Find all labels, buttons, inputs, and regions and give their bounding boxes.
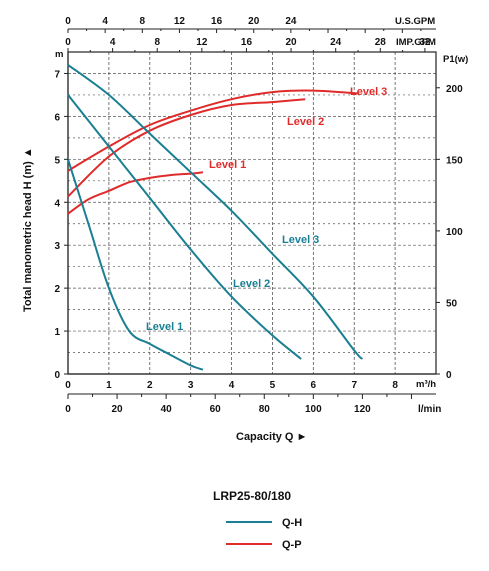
- curves: [67, 64, 364, 371]
- qp-curve-level-2: [67, 98, 306, 198]
- grid-lines: [67, 51, 437, 375]
- imp-gpm-tick-label: 28: [375, 37, 387, 48]
- plot-area: Level 1 Level 2 Level 3 Level 1 Level 2 Level…: [67, 51, 437, 375]
- head-tick-label: 3: [54, 241, 60, 252]
- legend-qh-label: Q-H: [282, 517, 302, 529]
- qh-label-level-1: Level 1: [146, 321, 183, 333]
- qp-curve-level-1: [67, 171, 204, 215]
- head-tick-label: 4: [54, 198, 60, 209]
- imp-gpm-tick-label: 8: [154, 37, 160, 48]
- qh-label-level-2: Level 2: [233, 278, 270, 290]
- head-tick-label: 7: [54, 69, 60, 80]
- lmin-tick-label: 120: [354, 404, 371, 415]
- left-axis: 0 1 2 3 4 5 6 7 m Total manometric head H (m) ▲: [22, 49, 68, 381]
- qh-curve-level-1: [67, 158, 204, 371]
- qh-label-level-3: Level 3: [282, 234, 319, 246]
- m3h-tick-label: 7: [351, 380, 357, 391]
- power-unit: P1(w): [443, 54, 468, 65]
- lmin-unit: l/min: [418, 404, 441, 415]
- imp-gpm-tick-label: 24: [330, 37, 342, 48]
- head-tick-label: 6: [54, 112, 60, 123]
- us-gpm-unit: U.S.GPM: [395, 16, 435, 27]
- qh-curve-level-2: [67, 94, 302, 360]
- us-gpm-tick-label: 12: [174, 16, 186, 27]
- m3h-tick-label: 0: [65, 380, 71, 391]
- legend: Q-H Q-P: [226, 517, 302, 551]
- m3h-ticks: 0 1 2 3 4 5 6 7 8: [65, 380, 436, 395]
- us-gpm-tick-label: 4: [102, 16, 108, 27]
- lmin-tick-label: 20: [112, 404, 124, 415]
- m3h-tick-label: 6: [311, 380, 317, 391]
- head-tick-label: 2: [54, 284, 60, 295]
- imp-gpm-unit: IMP.GPM: [396, 37, 436, 48]
- us-gpm-tick-label: 8: [140, 16, 146, 27]
- m3h-tick-label: 2: [147, 380, 153, 391]
- us-gpm-tick-label: 0: [65, 16, 71, 27]
- power-tick-label: 100: [446, 227, 463, 238]
- right-axis: 0 50 100 150 200 P1(w): [436, 54, 468, 381]
- x-axis-title: Capacity Q ►: [236, 431, 307, 443]
- m3h-tick-label: 8: [392, 380, 398, 391]
- qp-label-level-1: Level 1: [209, 159, 246, 171]
- us-gpm-tick-label: 16: [211, 16, 223, 27]
- us-gpm-tick-label: 24: [285, 16, 297, 27]
- qp-curve-level-3: [67, 89, 359, 172]
- power-ticks: 0 50 100 150 200: [436, 84, 463, 381]
- lmin-tick-label: 60: [210, 404, 222, 415]
- power-tick-label: 200: [446, 84, 463, 95]
- m3h-tick-label: 5: [270, 380, 276, 391]
- imp-gpm-tick-label: 16: [241, 37, 253, 48]
- head-tick-label: 0: [54, 370, 60, 381]
- head-tick-label: 5: [54, 155, 60, 166]
- qh-curve-level-3: [67, 64, 364, 360]
- imp-gpm-tick-label: 20: [286, 37, 298, 48]
- top-axis-us-gpm: 0 4 8 12 16 20 24 U.S.GPM: [65, 16, 436, 33]
- qp-label-level-3: Level 3: [350, 86, 387, 98]
- legend-qp-label: Q-P: [282, 539, 302, 551]
- lmin-tick-label: 0: [65, 404, 71, 415]
- power-tick-label: 150: [446, 155, 463, 166]
- m3h-tick-label: 4: [229, 380, 235, 391]
- plot-frame: [67, 51, 437, 375]
- m3h-tick-label: 1: [106, 380, 112, 391]
- m3h-tick-label: 3: [188, 380, 194, 391]
- top-axis-imp-gpm: 0 4 8 12 16 20 24 28 32 IMP.GPM: [65, 37, 436, 52]
- curve-labels: Level 1 Level 2 Level 3 Level 1 Level 2 Level…: [146, 86, 387, 333]
- y-axis-title-head: Total manometric head H (m) ▲: [22, 147, 34, 312]
- lmin-ticks: 0 20 40 60 80 100 120: [65, 394, 412, 415]
- head-ticks: 0 1 2 3 4 5 6 7: [54, 69, 68, 381]
- imp-gpm-tick-label: 4: [110, 37, 116, 48]
- head-unit: m: [55, 49, 63, 60]
- us-gpm-ticks: 0 4 8 12 16 20 24: [65, 16, 436, 33]
- m3h-unit: m³/h: [416, 379, 436, 390]
- us-gpm-tick-label: 20: [248, 16, 260, 27]
- power-tick-label: 50: [446, 298, 458, 309]
- lmin-tick-label: 80: [259, 404, 271, 415]
- imp-gpm-ticks: 0 4 8 12 16 20 24 28 32: [65, 37, 431, 52]
- imp-gpm-tick-label: 0: [65, 37, 71, 48]
- model-title: LRP25-80/180: [213, 489, 291, 503]
- head-tick-label: 1: [54, 327, 60, 338]
- lmin-tick-label: 40: [161, 404, 173, 415]
- lmin-tick-label: 100: [305, 404, 322, 415]
- bottom-axis-m3h: 0 1 2 3 4 5 6 7 8 m³/h: [65, 379, 436, 395]
- power-tick-label: 0: [446, 370, 452, 381]
- imp-gpm-tick-label: 12: [196, 37, 208, 48]
- bottom-axis-lmin: 0 20 40 60 80 100 120 l/min: [65, 394, 441, 415]
- qp-label-level-2: Level 2: [287, 116, 324, 128]
- imp-gpm-tick-label: 32: [419, 37, 431, 48]
